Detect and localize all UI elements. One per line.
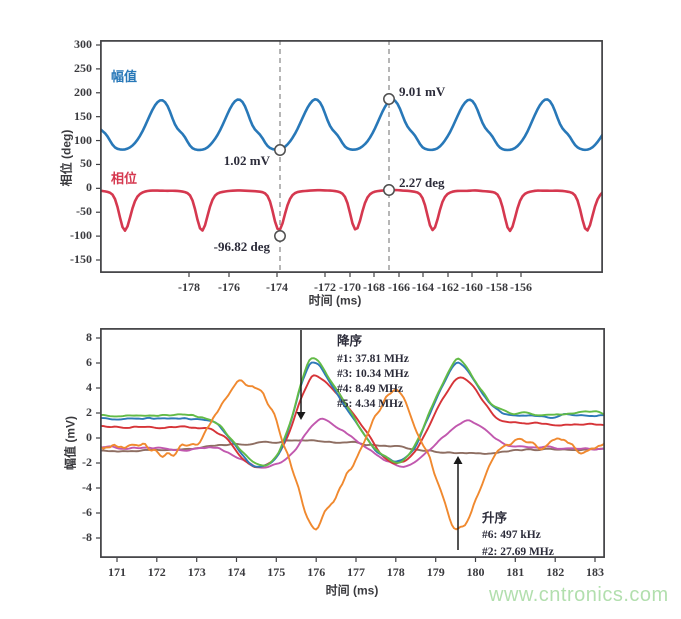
- watermark: www.cntronics.com: [489, 584, 669, 606]
- y-tick-label: -8: [82, 530, 92, 544]
- series-path-phase-wave: [101, 188, 602, 233]
- y-tick-label: 250: [74, 60, 92, 75]
- cursor-marker-label: 9.01 mV: [399, 84, 446, 99]
- y-tick-label: 8: [86, 330, 92, 344]
- plot-border: [100, 40, 603, 273]
- amplitude-phase-chart: 1.02 mV -96.82 deg 9.01 mV 2.27 deg: [96, 40, 603, 277]
- y-tick-label: 0: [86, 180, 92, 195]
- x-tick-label: 175: [267, 565, 286, 579]
- y-tick-label: 150: [74, 108, 92, 123]
- ascending-arrow-head: [453, 456, 463, 464]
- x-tick-label: -178: [178, 280, 200, 294]
- series-path-series-green: [101, 357, 604, 467]
- cursor-marker-label: -96.82 deg: [214, 239, 271, 254]
- y-tick-label: -6: [82, 505, 92, 519]
- x-tick-label: -172: [314, 280, 336, 294]
- x-tick-label: 183: [586, 565, 604, 579]
- y-tick-label: 2: [86, 405, 92, 419]
- y-tick-label: 300: [74, 37, 92, 51]
- cursor-marker-label: 1.02 mV: [224, 153, 271, 168]
- y-tick-label: 200: [74, 84, 92, 99]
- cursor-marker: [274, 230, 286, 242]
- x-tick-label: 173: [187, 565, 206, 579]
- bottom-chart-ylabel: 幅值 (mV): [63, 415, 78, 471]
- x-tick-label: 182: [546, 565, 565, 579]
- x-tick-label: -158: [486, 280, 508, 294]
- x-tick-label: 177: [347, 565, 365, 579]
- series-path-series-blue: [101, 361, 604, 468]
- descending-arrow-head: [296, 412, 306, 420]
- x-tick-label: -156: [510, 280, 532, 294]
- y-tick-label: 50: [80, 156, 92, 171]
- x-tick-label: 181: [506, 565, 525, 579]
- x-tick-label: 179: [426, 565, 445, 579]
- series-path-series-orange: [101, 379, 604, 531]
- x-tick-label: -162: [437, 280, 459, 294]
- x-tick-label: 180: [466, 565, 485, 579]
- cursor-marker-label: 2.27 deg: [399, 175, 445, 190]
- x-tick-label: 178: [386, 565, 405, 579]
- x-tick-label: -164: [412, 280, 434, 294]
- series-path-series-brown: [101, 439, 604, 455]
- y-tick-label: 0: [86, 430, 92, 444]
- top-chart-ylabel: 相位 (deg): [59, 129, 74, 187]
- y-tick-label: 4: [86, 380, 92, 394]
- multi-frequency-chart: [96, 328, 605, 562]
- x-tick-label: -176: [218, 280, 240, 294]
- series-path-amplitude-wave: [101, 97, 602, 152]
- x-tick-label: 171: [108, 565, 126, 579]
- y-tick-label: -2: [82, 455, 92, 469]
- y-tick-label: 6: [86, 355, 92, 369]
- top-chart-xlabel: 时间 (ms): [308, 293, 362, 308]
- x-tick-label: 172: [147, 565, 166, 579]
- x-tick-label: -168: [363, 280, 385, 294]
- x-tick-label: 176: [307, 565, 326, 579]
- plot-border: [100, 328, 605, 558]
- cursor-marker: [274, 144, 286, 156]
- series-path-series-red: [101, 374, 604, 469]
- y-tick-label: -4: [82, 480, 92, 494]
- cursor-marker: [383, 93, 395, 105]
- x-tick-label: -166: [388, 280, 410, 294]
- x-tick-label: -160: [461, 280, 483, 294]
- y-tick-label: -50: [76, 204, 92, 219]
- bottom-chart-xlabel: 时间 (ms): [325, 583, 379, 598]
- y-tick-label: -150: [70, 252, 92, 266]
- x-tick-label: -174: [266, 280, 288, 294]
- cursor-marker: [383, 184, 395, 196]
- series-path-series-magenta: [101, 417, 604, 469]
- x-tick-label: -170: [339, 280, 361, 294]
- x-tick-label: 174: [227, 565, 246, 579]
- y-tick-label: -100: [70, 228, 92, 243]
- y-tick-label: 100: [74, 132, 92, 147]
